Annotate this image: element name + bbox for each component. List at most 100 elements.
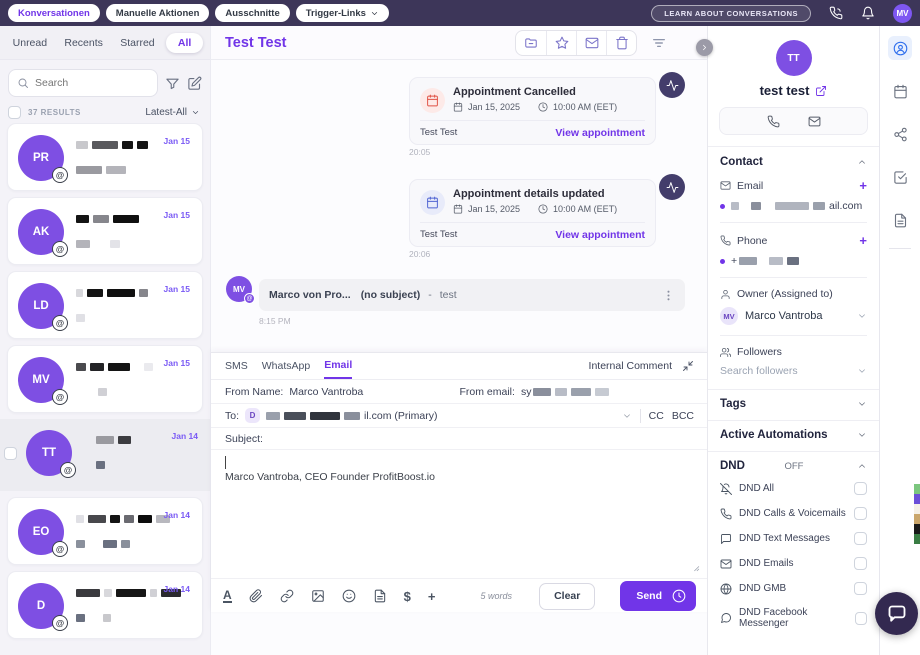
tasks-tab[interactable] (888, 165, 912, 189)
compose-icon[interactable] (187, 76, 202, 91)
clear-button[interactable]: Clear (539, 582, 596, 610)
payment-request-icon[interactable]: $ (403, 588, 411, 604)
image-icon[interactable] (311, 589, 325, 603)
internal-comment-toggle[interactable]: Internal Comment (588, 360, 672, 372)
automation-activity-icon[interactable] (659, 72, 685, 98)
mark-unread-button[interactable] (576, 30, 606, 55)
email-channel-badge: @ (52, 615, 68, 631)
tab-all[interactable]: All (165, 32, 204, 53)
notes-tab[interactable] (888, 208, 912, 232)
tab-starred[interactable]: Starred (120, 36, 155, 49)
emoji-icon[interactable] (342, 589, 356, 603)
list-item[interactable]: AK @ Jan 15 (7, 197, 203, 265)
dnd-emails-checkbox[interactable] (854, 557, 867, 570)
view-appointment-link[interactable]: View appointment (555, 126, 645, 139)
followers-select[interactable]: Search followers (720, 365, 867, 377)
event-contact: Test Test (420, 127, 458, 138)
chevron-down-icon[interactable] (622, 411, 632, 421)
search-box[interactable] (8, 69, 158, 97)
dnd-all-checkbox[interactable] (854, 482, 867, 495)
dnd-messenger-checkbox[interactable] (855, 611, 867, 625)
email-contact-icon[interactable] (808, 115, 821, 128)
phone-value[interactable]: + (720, 255, 867, 267)
conversation-list-panel: Unread Recents Starred All 37 RESULTS La… (0, 26, 210, 655)
email-channel-badge: @ (52, 315, 68, 331)
contact-details-tab[interactable] (888, 36, 912, 60)
link-icon[interactable] (280, 589, 294, 603)
view-appointment-link[interactable]: View appointment (555, 228, 645, 241)
dnd-section-header[interactable]: DND OFF (720, 460, 867, 472)
list-item[interactable]: MV @ Jan 15 (7, 345, 203, 413)
kebab-menu-icon[interactable] (662, 289, 675, 302)
cc-button[interactable]: CC (648, 409, 664, 422)
nav-trigger-links-button[interactable]: Trigger-Links (295, 4, 389, 22)
automation-activity-icon[interactable] (659, 174, 685, 200)
archive-folder-button[interactable] (516, 31, 546, 55)
list-item[interactable]: D @ Jan 14 (7, 571, 203, 639)
call-contact-icon[interactable] (767, 115, 780, 128)
filter-funnel-icon[interactable] (165, 76, 180, 91)
nav-snippets-button[interactable]: Ausschnitte (215, 4, 290, 22)
learn-about-conversations-button[interactable]: LEARN ABOUT CONVERSATIONS (651, 4, 811, 22)
to-value-suffix[interactable]: il.com (Primary) (364, 409, 438, 422)
resize-handle[interactable] (690, 562, 700, 572)
email-message-row[interactable]: Marco von Pro... (no subject) - test (259, 279, 685, 311)
event-time: 10:00 AM (EET) (553, 102, 618, 112)
search-input[interactable] (35, 77, 135, 89)
phone-call-icon[interactable] (829, 6, 843, 20)
external-link-icon[interactable] (815, 85, 827, 97)
template-icon[interactable] (373, 589, 387, 603)
connections-tab[interactable] (888, 122, 912, 146)
list-item-date: Jan 14 (163, 510, 190, 520)
collapse-icon[interactable] (682, 360, 694, 372)
text-cursor (225, 456, 226, 469)
delete-button[interactable] (606, 30, 636, 55)
text-format-icon[interactable]: A (223, 587, 232, 603)
from-email-value[interactable]: sy (520, 385, 532, 398)
list-item-checkbox[interactable] (4, 447, 17, 460)
automations-section-header[interactable]: Active Automations (720, 429, 867, 441)
send-button[interactable]: Send (620, 581, 696, 611)
contact-section-header[interactable]: Contact (720, 156, 867, 168)
email-body-editor[interactable]: Marco Vantroba, CEO Founder ProfitBoost.… (211, 450, 708, 579)
dnd-texts-checkbox[interactable] (854, 532, 867, 545)
user-avatar[interactable]: MV (893, 3, 912, 23)
owner-select[interactable]: MV Marco Vantroba (720, 307, 867, 325)
support-chat-widget-button[interactable] (875, 592, 918, 635)
redacted-text (76, 136, 192, 179)
recipient-chip[interactable]: D (245, 408, 261, 423)
dnd-calls-checkbox[interactable] (854, 507, 867, 520)
email-value[interactable]: ail.com (720, 200, 867, 212)
sort-filter-icon[interactable] (651, 35, 667, 51)
tab-email[interactable]: Email (324, 353, 353, 379)
add-email-button[interactable]: + (859, 178, 867, 193)
collapse-contact-panel-button[interactable] (696, 39, 713, 56)
from-name-value[interactable]: Marco Vantroba (289, 385, 364, 398)
calendar-icon (453, 102, 463, 112)
add-phone-button[interactable]: + (859, 233, 867, 248)
list-item-selected[interactable]: TT @ Jan 14 (0, 419, 210, 491)
list-item[interactable]: PR @ Jan 15 (7, 123, 203, 191)
tags-section-header[interactable]: Tags (720, 398, 867, 410)
avatar: LD (18, 283, 64, 329)
tab-unread[interactable]: Unread (12, 36, 48, 49)
star-button[interactable] (546, 30, 576, 55)
tab-recents[interactable]: Recents (64, 36, 103, 49)
schedule-send-icon[interactable] (672, 589, 686, 603)
notifications-bell-icon[interactable] (861, 6, 875, 20)
nav-conversations-button[interactable]: Konversationen (8, 4, 100, 22)
sort-dropdown[interactable]: Latest-All (145, 107, 200, 118)
dnd-gmb-checkbox[interactable] (854, 582, 867, 595)
tab-whatsapp[interactable]: WhatsApp (261, 360, 311, 372)
add-more-icon[interactable]: + (427, 588, 436, 604)
list-item[interactable]: LD @ Jan 15 (7, 271, 203, 339)
dnd-all-row: DND All (708, 476, 879, 501)
tab-sms[interactable]: SMS (225, 360, 248, 372)
nav-manual-actions-button[interactable]: Manuelle Aktionen (105, 4, 210, 22)
redacted-text (96, 431, 200, 474)
select-all-checkbox[interactable] (8, 106, 21, 119)
bcc-button[interactable]: BCC (671, 409, 694, 422)
attachment-icon[interactable] (249, 589, 263, 603)
appointments-tab[interactable] (888, 79, 912, 103)
list-item[interactable]: EO @ Jan 14 (7, 497, 203, 565)
